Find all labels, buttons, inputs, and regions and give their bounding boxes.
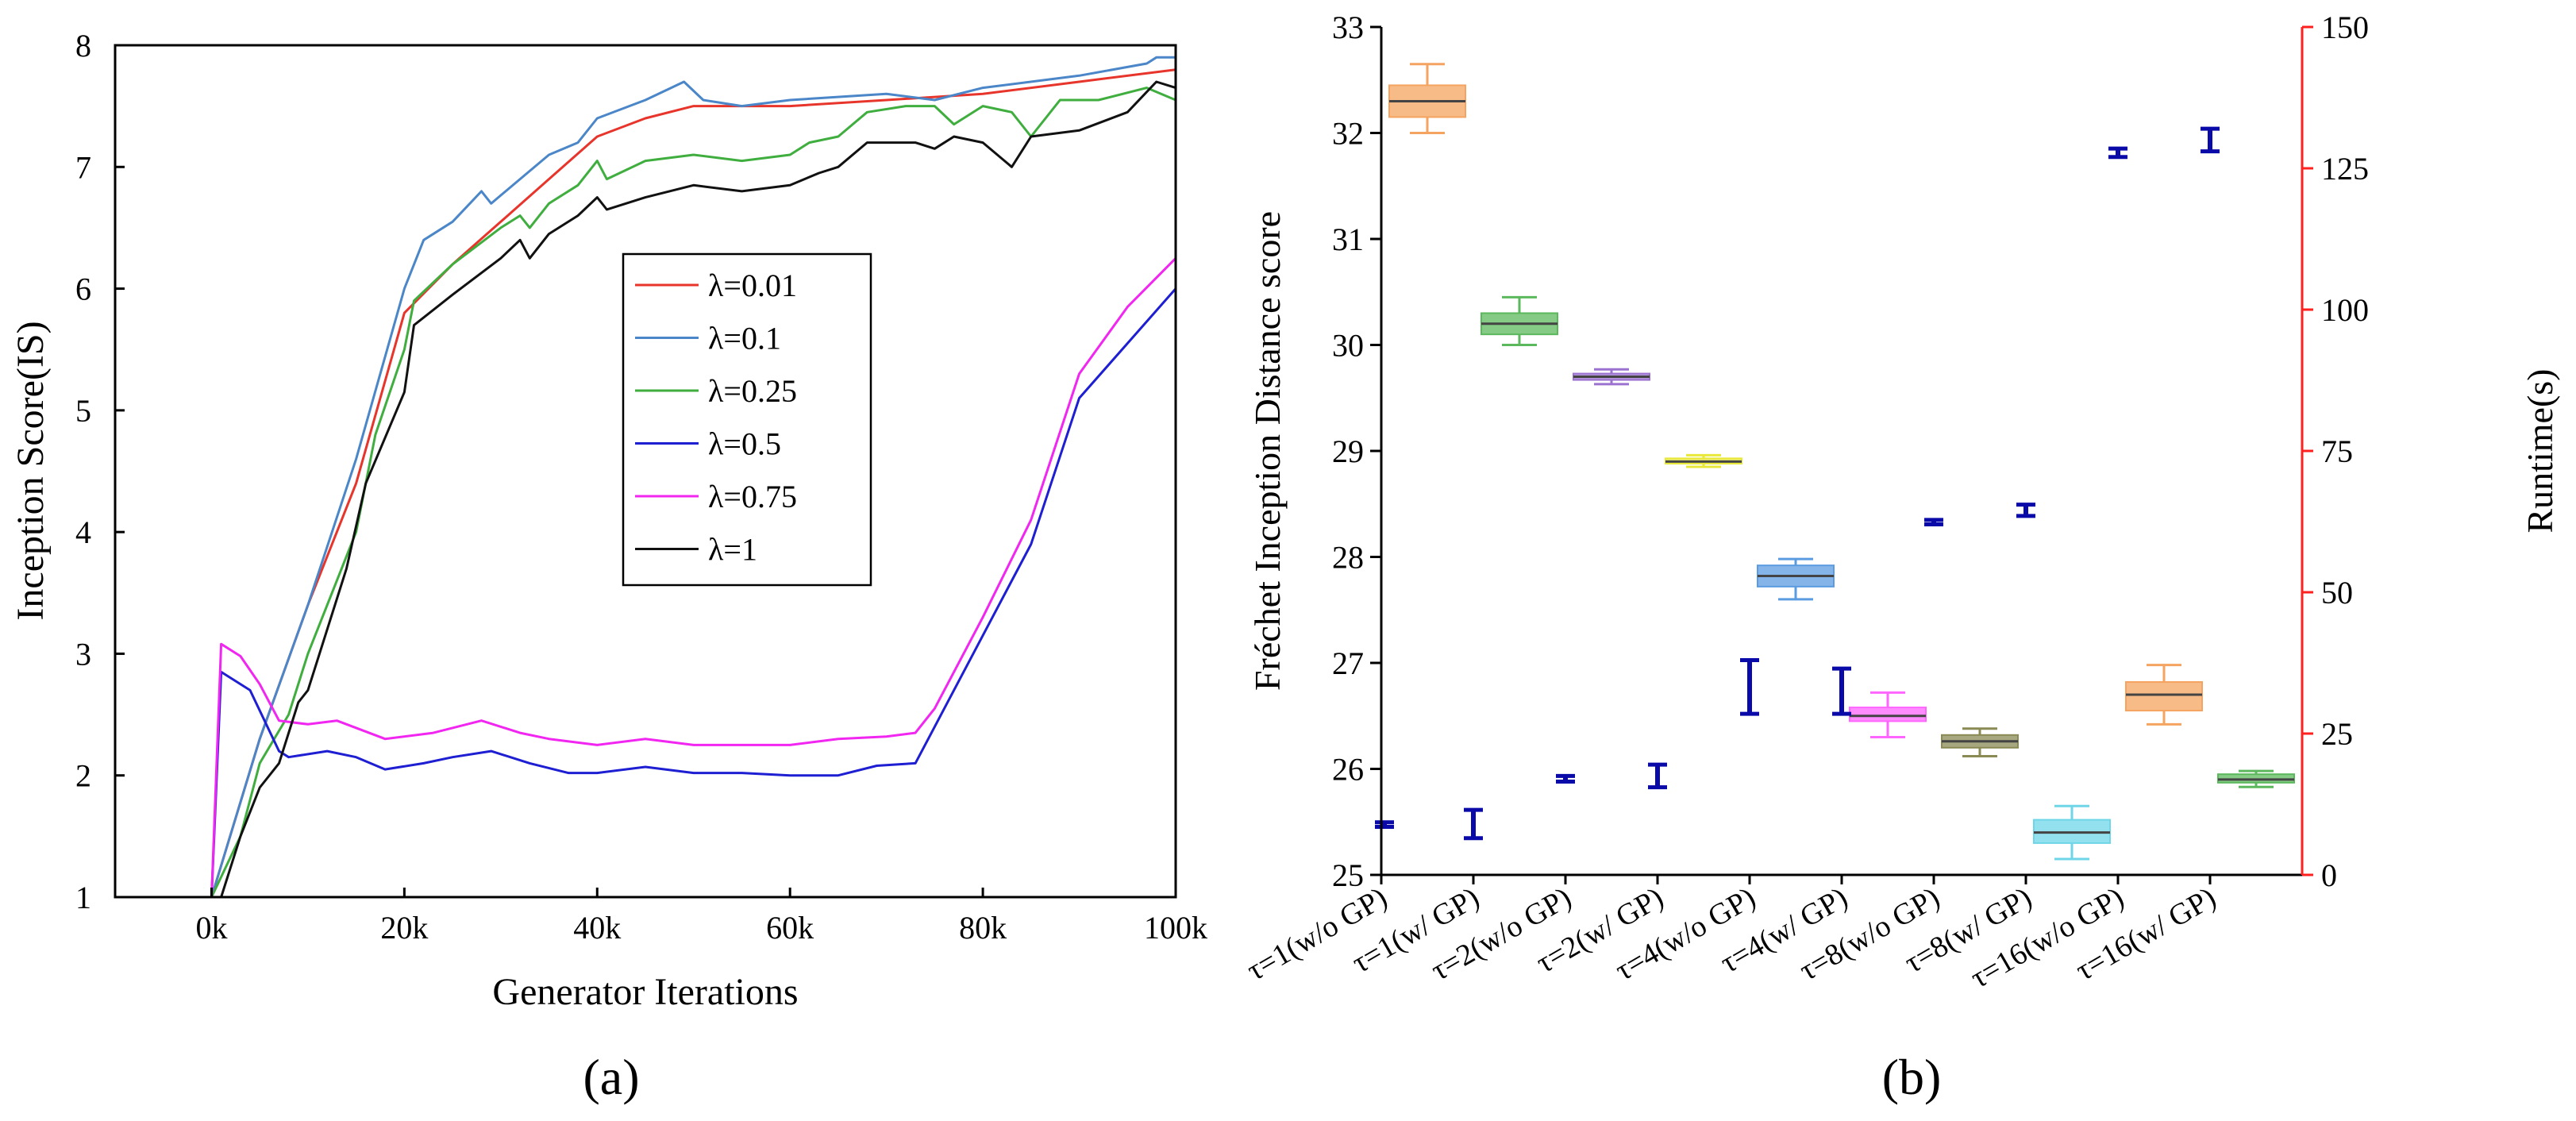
- x-tick-label: 20k: [380, 910, 428, 946]
- y-tick-label: 3: [75, 636, 91, 672]
- legend-label-1: λ=0.1: [708, 321, 781, 356]
- legend-label-0: λ=0.01: [708, 268, 797, 303]
- y-tick-label: 6: [75, 272, 91, 307]
- panel-a-legend: λ=0.01 λ=0.1 λ=0.25 λ=0.5 λ=0.75 λ=1: [622, 252, 872, 587]
- right-tick-label: 50: [2321, 575, 2353, 611]
- x-tick-label: 0k: [195, 910, 227, 946]
- panel-a-series: [210, 56, 1177, 898]
- x-tick-label: 60k: [766, 910, 814, 946]
- panel-b-y2-axis-label: Runtime(s): [2520, 369, 2560, 534]
- x-tick-label: 80k: [959, 910, 1007, 946]
- legend-label-3: λ=0.5: [708, 426, 781, 462]
- left-tick-label: 30: [1332, 328, 1364, 364]
- left-tick-label: 32: [1332, 116, 1364, 152]
- series-line-5: [220, 80, 1176, 898]
- series-line-3: [210, 287, 1177, 898]
- panel-b-box-chart: 25 26 27 28 29 30 31 32 33 0 25 50 75 100 125 150 τ=1(…: [1242, 10, 2560, 1105]
- legend-items: λ=0.01 λ=0.1 λ=0.25 λ=0.5 λ=0.75 λ=1: [635, 268, 797, 568]
- panel-b-caption: (b): [1882, 1049, 1942, 1105]
- box-body-5: [1849, 707, 1927, 722]
- panel-a-caption: (a): [583, 1049, 639, 1105]
- y-tick-label: 2: [75, 758, 91, 794]
- panel-b-left-ticks: 25 26 27 28 29 30 31 32 33: [1332, 10, 1381, 893]
- left-tick-label: 31: [1332, 222, 1364, 257]
- right-tick-label: 125: [2321, 151, 2369, 187]
- y-tick-label: 8: [75, 28, 91, 64]
- x-tick-label: 100k: [1144, 910, 1207, 946]
- left-tick-label: 25: [1332, 857, 1364, 893]
- left-tick-label: 27: [1332, 645, 1364, 681]
- legend-label-5: λ=1: [708, 532, 757, 568]
- panel-a-y-ticks: 1 2 3 4 5 6 7 8: [75, 28, 125, 915]
- right-tick-label: 25: [2321, 716, 2353, 752]
- series-line-0: [210, 68, 1176, 898]
- y-tick-label: 5: [75, 393, 91, 429]
- right-tick-label: 0: [2321, 857, 2337, 893]
- right-tick-label: 150: [2321, 10, 2369, 45]
- right-tick-label: 100: [2321, 292, 2369, 328]
- legend-label-2: λ=0.25: [708, 373, 797, 409]
- left-tick-label: 33: [1332, 10, 1364, 45]
- left-tick-label: 29: [1332, 433, 1364, 469]
- panel-a-plot-frame: [114, 44, 1177, 899]
- panel-b-category-labels: τ=1(w/o GP)τ=1(w/ GP)τ=2(w/o GP)τ=2(w/ G…: [1242, 875, 2222, 995]
- panel-b-right-ticks: 0 25 50 75 100 125 150: [2302, 10, 2369, 893]
- y-tick-label: 7: [75, 149, 91, 185]
- left-tick-label: 26: [1332, 752, 1364, 788]
- legend-box: [622, 252, 872, 587]
- fid-boxes: [1388, 63, 2295, 861]
- panel-a-y-axis-label: Inception Score(IS): [10, 321, 52, 620]
- series-line-1: [210, 56, 1176, 898]
- box-body-8: [2125, 681, 2203, 712]
- runtime-errorbars: [1375, 126, 2220, 841]
- panel-a-x-ticks: 0k 20k 40k 60k 80k 100k: [195, 888, 1207, 946]
- panel-a-x-axis-label: Generator Iterations: [492, 971, 798, 1013]
- y-tick-label: 4: [75, 514, 91, 550]
- left-tick-label: 28: [1332, 540, 1364, 576]
- y-tick-label: 1: [75, 880, 91, 915]
- x-tick-label: 40k: [573, 910, 621, 946]
- legend-label-4: λ=0.75: [708, 479, 797, 514]
- right-tick-label: 75: [2321, 433, 2353, 469]
- series-line-4: [210, 257, 1177, 898]
- panel-b-y-axis-label: Fréchet Inception Distance score: [1247, 211, 1288, 691]
